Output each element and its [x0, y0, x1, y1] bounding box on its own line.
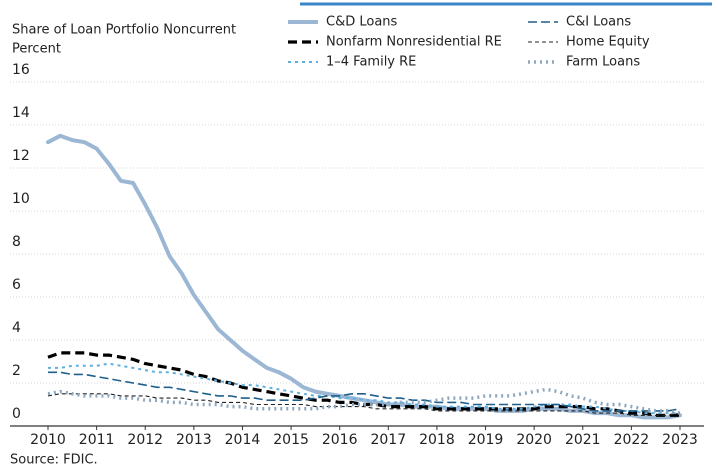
x-tick-label: 2017 — [370, 432, 406, 448]
source-note: Source: FDIC. — [10, 453, 98, 468]
x-tick-label: 2012 — [127, 432, 163, 448]
y-axis-unit: Percent — [12, 42, 61, 57]
x-tick-label: 2016 — [322, 432, 358, 448]
series-line — [47, 393, 681, 416]
series-line — [48, 371, 681, 412]
series-line — [46, 133, 682, 420]
x-tick-label: 2018 — [419, 432, 455, 448]
legend-label: Farm Loans — [566, 55, 640, 70]
y-tick-label: 14 — [12, 105, 30, 121]
x-tick-label: 2013 — [176, 432, 212, 448]
series-line — [47, 387, 681, 415]
x-tick-label: 2022 — [614, 432, 650, 448]
y-tick-label: 4 — [12, 320, 21, 336]
y-axis-label: Share of Loan Portfolio Noncurrent — [12, 23, 236, 38]
legend-label: Nonfarm Nonresidential RE — [326, 35, 502, 50]
x-tick-label: 2019 — [468, 432, 504, 448]
x-tick-label: 2021 — [565, 432, 601, 448]
y-tick-label: 12 — [12, 148, 30, 164]
x-tick-label: 2010 — [30, 432, 66, 448]
legend-label: C&I Loans — [566, 15, 631, 30]
x-tick-label: 2023 — [662, 432, 698, 448]
legend-label: C&D Loans — [326, 15, 398, 30]
x-tick-label: 2020 — [516, 432, 552, 448]
y-tick-label: 2 — [12, 363, 21, 379]
x-tick-label: 2011 — [79, 432, 115, 448]
x-tick-label: 2014 — [225, 432, 261, 448]
y-tick-label: 0 — [12, 406, 21, 422]
y-tick-label: 8 — [12, 234, 21, 250]
y-tick-label: 10 — [12, 191, 30, 207]
series-line — [48, 362, 680, 415]
x-tick-label: 2015 — [273, 432, 309, 448]
legend-label: Home Equity — [566, 35, 650, 50]
y-tick-label: 6 — [12, 277, 21, 293]
legend-label: 1–4 Family RE — [326, 55, 416, 70]
y-tick-label: 16 — [12, 62, 30, 78]
